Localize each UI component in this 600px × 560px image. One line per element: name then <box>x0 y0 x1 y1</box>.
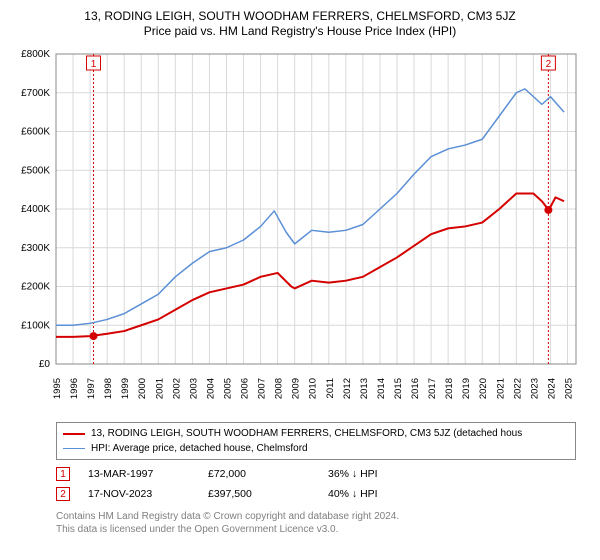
svg-text:2021: 2021 <box>495 378 506 399</box>
svg-text:1997: 1997 <box>86 378 97 399</box>
svg-text:2023: 2023 <box>529 378 540 399</box>
svg-text:£0: £0 <box>39 359 51 370</box>
svg-text:1996: 1996 <box>69 378 80 399</box>
svg-text:2017: 2017 <box>427 378 438 399</box>
svg-text:2011: 2011 <box>325 378 336 398</box>
legend: 13, RODING LEIGH, SOUTH WOODHAM FERRERS,… <box>56 422 576 460</box>
legend-swatch <box>63 433 85 435</box>
svg-text:1998: 1998 <box>103 378 114 399</box>
legend-label: 13, RODING LEIGH, SOUTH WOODHAM FERRERS,… <box>91 426 522 441</box>
marker-badge: 2 <box>56 487 70 501</box>
svg-text:£200K: £200K <box>21 282 50 293</box>
chart-container: 13, RODING LEIGH, SOUTH WOODHAM FERRERS,… <box>0 0 600 560</box>
chart-svg: £0 £100K £200K £300K £400K £500K £600K £700K £80… <box>10 44 590 414</box>
svg-text:£300K: £300K <box>21 243 50 254</box>
svg-text:£100K: £100K <box>21 320 50 331</box>
svg-text:2001: 2001 <box>154 378 165 399</box>
svg-text:1: 1 <box>91 59 97 70</box>
legend-swatch <box>63 448 85 449</box>
legend-item: HPI: Average price, detached house, Chel… <box>63 441 569 456</box>
legend-label: HPI: Average price, detached house, Chel… <box>91 441 308 456</box>
svg-text:1999: 1999 <box>120 378 131 399</box>
svg-text:£500K: £500K <box>21 165 50 176</box>
marker-delta: 40% ↓ HPI <box>328 488 576 500</box>
legend-item: 13, RODING LEIGH, SOUTH WOODHAM FERRERS,… <box>63 426 569 441</box>
svg-text:£700K: £700K <box>21 88 50 99</box>
svg-text:2008: 2008 <box>274 378 285 399</box>
svg-text:2014: 2014 <box>376 378 387 399</box>
svg-text:2019: 2019 <box>461 378 472 399</box>
svg-text:2010: 2010 <box>308 378 319 399</box>
svg-text:2012: 2012 <box>342 378 353 399</box>
svg-text:2009: 2009 <box>291 378 302 399</box>
marker-row: 2 17-NOV-2023 £397,500 40% ↓ HPI <box>56 484 576 504</box>
marker-price: £72,000 <box>208 468 328 480</box>
marker-date: 17-NOV-2023 <box>88 488 208 500</box>
marker-row: 1 13-MAR-1997 £72,000 36% ↓ HPI <box>56 464 576 484</box>
svg-text:£800K: £800K <box>21 49 50 60</box>
marker-delta: 36% ↓ HPI <box>328 468 576 480</box>
svg-text:2025: 2025 <box>563 378 574 399</box>
svg-text:2015: 2015 <box>393 378 404 399</box>
svg-text:2024: 2024 <box>546 378 557 399</box>
svg-text:2020: 2020 <box>478 378 489 399</box>
svg-text:2004: 2004 <box>205 378 216 399</box>
svg-text:1995: 1995 <box>52 378 63 399</box>
svg-text:£400K: £400K <box>21 204 50 215</box>
svg-text:2003: 2003 <box>188 378 199 399</box>
chart-title: 13, RODING LEIGH, SOUTH WOODHAM FERRERS,… <box>10 8 590 24</box>
svg-text:2005: 2005 <box>222 378 233 399</box>
marker-table: 1 13-MAR-1997 £72,000 36% ↓ HPI 2 17-NOV… <box>56 464 576 504</box>
marker-date: 13-MAR-1997 <box>88 468 208 480</box>
svg-text:2016: 2016 <box>410 378 421 399</box>
footnote: Contains HM Land Registry data © Crown c… <box>56 510 576 536</box>
svg-text:2022: 2022 <box>512 378 523 399</box>
svg-text:2018: 2018 <box>444 378 455 399</box>
svg-text:2: 2 <box>546 59 552 70</box>
marker-badge: 1 <box>56 467 70 481</box>
chart-subtitle: Price paid vs. HM Land Registry's House … <box>10 24 590 38</box>
svg-text:£600K: £600K <box>21 127 50 138</box>
chart-plot-area: £0 £100K £200K £300K £400K £500K £600K £700K £80… <box>10 44 590 414</box>
marker-price: £397,500 <box>208 488 328 500</box>
svg-text:2006: 2006 <box>240 378 251 399</box>
svg-text:2007: 2007 <box>257 378 268 399</box>
svg-text:2013: 2013 <box>359 378 370 399</box>
svg-text:2002: 2002 <box>171 378 182 399</box>
svg-text:2000: 2000 <box>137 378 148 399</box>
